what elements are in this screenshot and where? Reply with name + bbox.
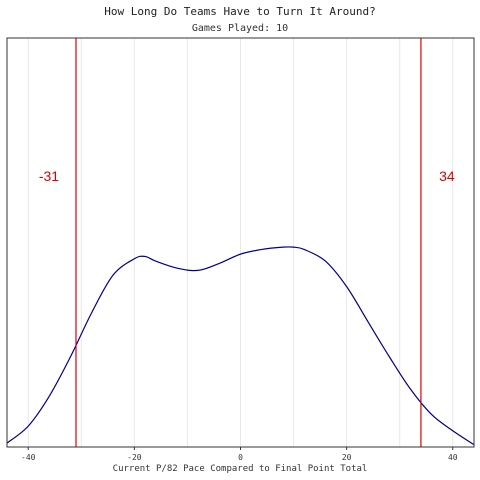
reference-lines: -31 34 [39, 38, 455, 447]
density-curve-0 [6, 246, 475, 446]
vline-label-1: 34 [439, 168, 455, 184]
vline-label-0: -31 [39, 168, 59, 184]
x-tick-label: -20 [127, 453, 142, 462]
chart-subtitle: Games Played: 10 [192, 23, 288, 34]
x-tick-label: 40 [448, 453, 458, 462]
x-tick-label: 0 [238, 453, 243, 462]
chart-title: How Long Do Teams Have to Turn It Around… [104, 5, 376, 18]
gridlines [27, 38, 454, 447]
x-axis-ticks: -40 -20 0 20 40 [21, 447, 458, 462]
density-curve-layer [6, 246, 475, 446]
x-tick-label: -40 [21, 453, 36, 462]
x-axis-label: Current P/82 Pace Compared to Final Poin… [113, 464, 368, 474]
x-tick-label: 20 [342, 453, 352, 462]
